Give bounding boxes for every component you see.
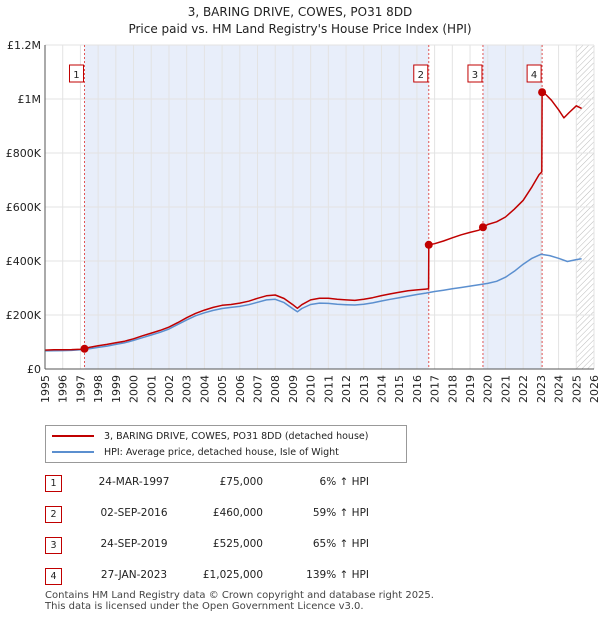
legend-item-property: 3, BARING DRIVE, COWES, PO31 8DD (detach… [52,429,368,443]
x-tick-label: 2011 [322,375,335,403]
x-tick-label: 1998 [92,375,105,403]
chart-subtitle: Price paid vs. HM Land Registry's House … [128,22,472,36]
sale-price: £1,025,000 [202,569,263,581]
sale-point [478,223,487,232]
x-tick-label: 2020 [482,375,495,403]
x-tick-label: 2015 [393,375,406,403]
sale-date: 27-JAN-2023 [100,569,168,581]
footer-line-copyright: Contains HM Land Registry data © Crown c… [45,590,434,601]
sale-marker-label: 2 [418,70,424,81]
sale-price: £460,000 [212,507,263,519]
x-tick-label: 2016 [411,375,424,403]
y-tick-label: £1.2M [7,39,41,52]
legend-swatch-hpi [52,451,94,453]
sale-price: £75,000 [219,476,263,488]
sale-point [538,88,547,97]
x-tick-label: 1999 [110,375,123,403]
sale-hpi-change: 139% ↑ HPI [306,569,369,581]
x-tick-label: 2021 [499,375,512,403]
legend-swatch-property [52,435,94,437]
x-tick-label: 2003 [181,375,194,403]
sale-row: 4 27-JAN-2023 £1,025,000 139% ↑ HPI [45,566,445,597]
sale-date: 02-SEP-2016 [100,507,168,519]
x-tick-label: 2010 [305,375,318,403]
x-tick-label: 2023 [535,375,548,403]
sale-date: 24-MAR-1997 [98,476,170,488]
legend-label-hpi: HPI: Average price, detached house, Isle… [104,446,339,458]
sale-price: £525,000 [212,538,263,550]
legend-label-property: 3, BARING DRIVE, COWES, PO31 8DD (detach… [104,430,369,442]
footer-attribution: Contains HM Land Registry data © Crown c… [45,590,434,612]
sale-row: 2 02-SEP-2016 £460,000 59% ↑ HPI [45,504,445,535]
x-tick-label: 2008 [269,375,282,403]
y-tick-label: £200K [6,309,42,322]
sale-number-badge: 3 [45,537,62,554]
y-tick-label: £1M [18,93,42,106]
x-tick-label: 2001 [145,375,158,403]
x-tick-label: 1995 [39,375,52,403]
sale-hpi-change: 6% ↑ HPI [319,476,369,488]
x-tick-label: 2012 [340,375,353,403]
x-tick-label: 2005 [216,375,229,403]
sale-marker-label: 3 [472,70,478,81]
x-tick-label: 2019 [464,375,477,403]
sale-date: 24-SEP-2019 [100,538,168,550]
sale-number-badge: 4 [45,568,62,585]
legend-item-hpi: HPI: Average price, detached house, Isle… [52,445,339,459]
x-tick-label: 1997 [74,375,87,403]
sales-table: 1 24-MAR-1997 £75,000 6% ↑ HPI 2 02-SEP-… [45,473,445,597]
y-tick-label: £600K [6,201,42,214]
footer-line-licence: This data is licensed under the Open Gov… [45,601,364,612]
x-tick-label: 1996 [57,375,70,403]
sale-marker-label: 1 [73,70,79,81]
sale-row: 3 24-SEP-2019 £525,000 65% ↑ HPI [45,535,445,566]
property-series-line [44,91,582,351]
sale-number-badge: 1 [45,475,62,492]
sale-number-badge: 2 [45,506,62,523]
sale-row: 1 24-MAR-1997 £75,000 6% ↑ HPI [45,473,445,504]
hpi-series-line [44,253,582,352]
x-tick-label: 2018 [446,375,459,403]
x-tick-label: 2013 [358,375,371,403]
sale-point [80,344,89,353]
sale-point [424,240,433,249]
x-tick-label: 2000 [128,375,141,403]
x-tick-label: 2014 [375,375,388,403]
x-tick-label: 2024 [553,375,566,403]
sale-marker-box [467,64,483,83]
y-tick-label: £800K [6,147,42,160]
chart-legend: 3, BARING DRIVE, COWES, PO31 8DD (detach… [45,425,407,463]
x-tick-label: 2017 [429,375,442,403]
y-tick-label: £0 [27,363,41,376]
x-tick-label: 2009 [287,375,300,403]
sale-hpi-change: 65% ↑ HPI [312,538,369,550]
price-chart: 1 2 3 4 £0 £200K £400K £600K £800K £1M £1.2M 1995 19… [6,39,600,403]
sale-marker-box [413,64,429,83]
sale-hpi-change: 59% ↑ HPI [312,507,369,519]
x-tick-label: 2006 [234,375,247,403]
chart-title: 3, BARING DRIVE, COWES, PO31 8DD [187,5,413,19]
sale-marker-box [68,64,84,83]
x-tick-label: 2002 [163,375,176,403]
x-tick-label: 2025 [570,375,583,403]
x-tick-label: 2004 [198,375,211,403]
y-tick-label: £400K [6,255,42,268]
sale-marker-label: 4 [531,70,537,81]
sale-marker-box [526,64,542,83]
x-tick-label: 2007 [252,375,265,403]
x-tick-label: 2026 [588,375,600,403]
x-tick-label: 2022 [517,375,530,403]
